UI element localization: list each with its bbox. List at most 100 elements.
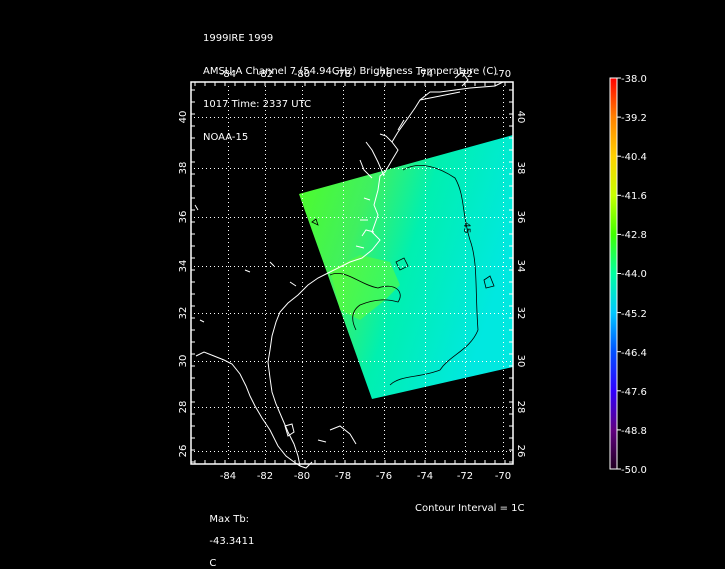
grid-dot [425, 458, 426, 459]
grid-dot [450, 407, 451, 408]
grid-dot [343, 350, 344, 351]
grid-dot [228, 110, 229, 111]
grid-dot [434, 168, 435, 169]
grid-dot [465, 430, 466, 431]
grid-dot [265, 150, 266, 151]
grid-dot [302, 130, 303, 131]
grid-dot [228, 98, 229, 99]
grid-dot [454, 313, 455, 314]
grid-dot [362, 313, 363, 314]
lon-tick-bottom: -80 [294, 471, 310, 482]
grid-dot [254, 313, 255, 314]
grid-dot [343, 98, 344, 99]
grid-dot [265, 318, 266, 319]
grid-dot [265, 346, 266, 347]
grid-dot [465, 326, 466, 327]
grid-dot [465, 194, 466, 195]
grid-dot [425, 322, 426, 323]
colorbar-label: -46.4 [621, 348, 647, 359]
grid-dot [390, 451, 391, 452]
grid-dot [384, 222, 385, 223]
grid-dot [354, 451, 355, 452]
grid-dot [210, 217, 211, 218]
grid-dot [343, 250, 344, 251]
lon-tick-top: -74 [417, 69, 433, 80]
grid-dot [343, 434, 344, 435]
grid-dot [465, 382, 466, 383]
grid-dot [450, 168, 451, 169]
grid-dot [218, 313, 219, 314]
contour-interval-note: Contour Interval = 1C [415, 503, 525, 514]
grid-dot [446, 217, 447, 218]
grid-dot [482, 217, 483, 218]
grid-dot [425, 350, 426, 351]
grid-dot [343, 418, 344, 419]
grid-dot [490, 361, 491, 362]
grid-dot [343, 154, 344, 155]
grid-dot [265, 202, 266, 203]
grid-dot [384, 274, 385, 275]
grid-dot [474, 407, 475, 408]
grid-dot [402, 361, 403, 362]
grid-dot [228, 378, 229, 379]
grid-dot [302, 314, 303, 315]
grid-dot [458, 407, 459, 408]
grid-dot [426, 266, 427, 267]
grid-dot [228, 442, 229, 443]
grid-dot [465, 238, 466, 239]
grid-dot [265, 306, 266, 307]
grid-dot [425, 262, 426, 263]
grid-dot [425, 106, 426, 107]
grid-dot [506, 451, 507, 452]
grid-dot [503, 374, 504, 375]
max-tb-readout: Max Tb: -43.3411 C [203, 503, 254, 569]
grid-dot [228, 210, 229, 211]
grid-dot [465, 166, 466, 167]
grid-dot [228, 102, 229, 103]
grid-dot [390, 313, 391, 314]
grid-dot [302, 154, 303, 155]
grid-dot [490, 451, 491, 452]
grid-dot [265, 382, 266, 383]
grid-dot [503, 274, 504, 275]
grid-dot [334, 313, 335, 314]
max-tb-label: Max Tb: [209, 514, 250, 525]
grid-dot [302, 454, 303, 455]
grid-dot [198, 217, 199, 218]
grid-dot [265, 314, 266, 315]
lon-tick-bottom: -70 [495, 471, 511, 482]
grid-dot [343, 294, 344, 295]
grid-dot [503, 218, 504, 219]
grid-dot [384, 446, 385, 447]
grid-dot [228, 410, 229, 411]
grid-dot [465, 362, 466, 363]
grid-dot [246, 313, 247, 314]
grid-dot [465, 114, 466, 115]
grid-dot [490, 117, 491, 118]
grid-dot [228, 398, 229, 399]
lon-tick-top: -82 [257, 69, 273, 80]
grid-dot [350, 117, 351, 118]
grid-dot [286, 361, 287, 362]
grid-dot [384, 158, 385, 159]
grid-dot [210, 451, 211, 452]
grid-dot [294, 117, 295, 118]
grid-dot [218, 117, 219, 118]
grid-dot [342, 217, 343, 218]
grid-dot [358, 451, 359, 452]
grid-dot [384, 426, 385, 427]
grid-dot [434, 266, 435, 267]
grid-dot [222, 168, 223, 169]
grid-dot [414, 168, 415, 169]
grid-dot [265, 246, 266, 247]
grid-dot [270, 168, 271, 169]
grid-dot [302, 258, 303, 259]
grid-dot [265, 454, 266, 455]
grid-dot [384, 102, 385, 103]
grid-dot [386, 313, 387, 314]
grid-dot [384, 282, 385, 283]
grid-dot [384, 310, 385, 311]
grid-dot [194, 451, 195, 452]
grid-dot [343, 118, 344, 119]
grid-dot [486, 313, 487, 314]
